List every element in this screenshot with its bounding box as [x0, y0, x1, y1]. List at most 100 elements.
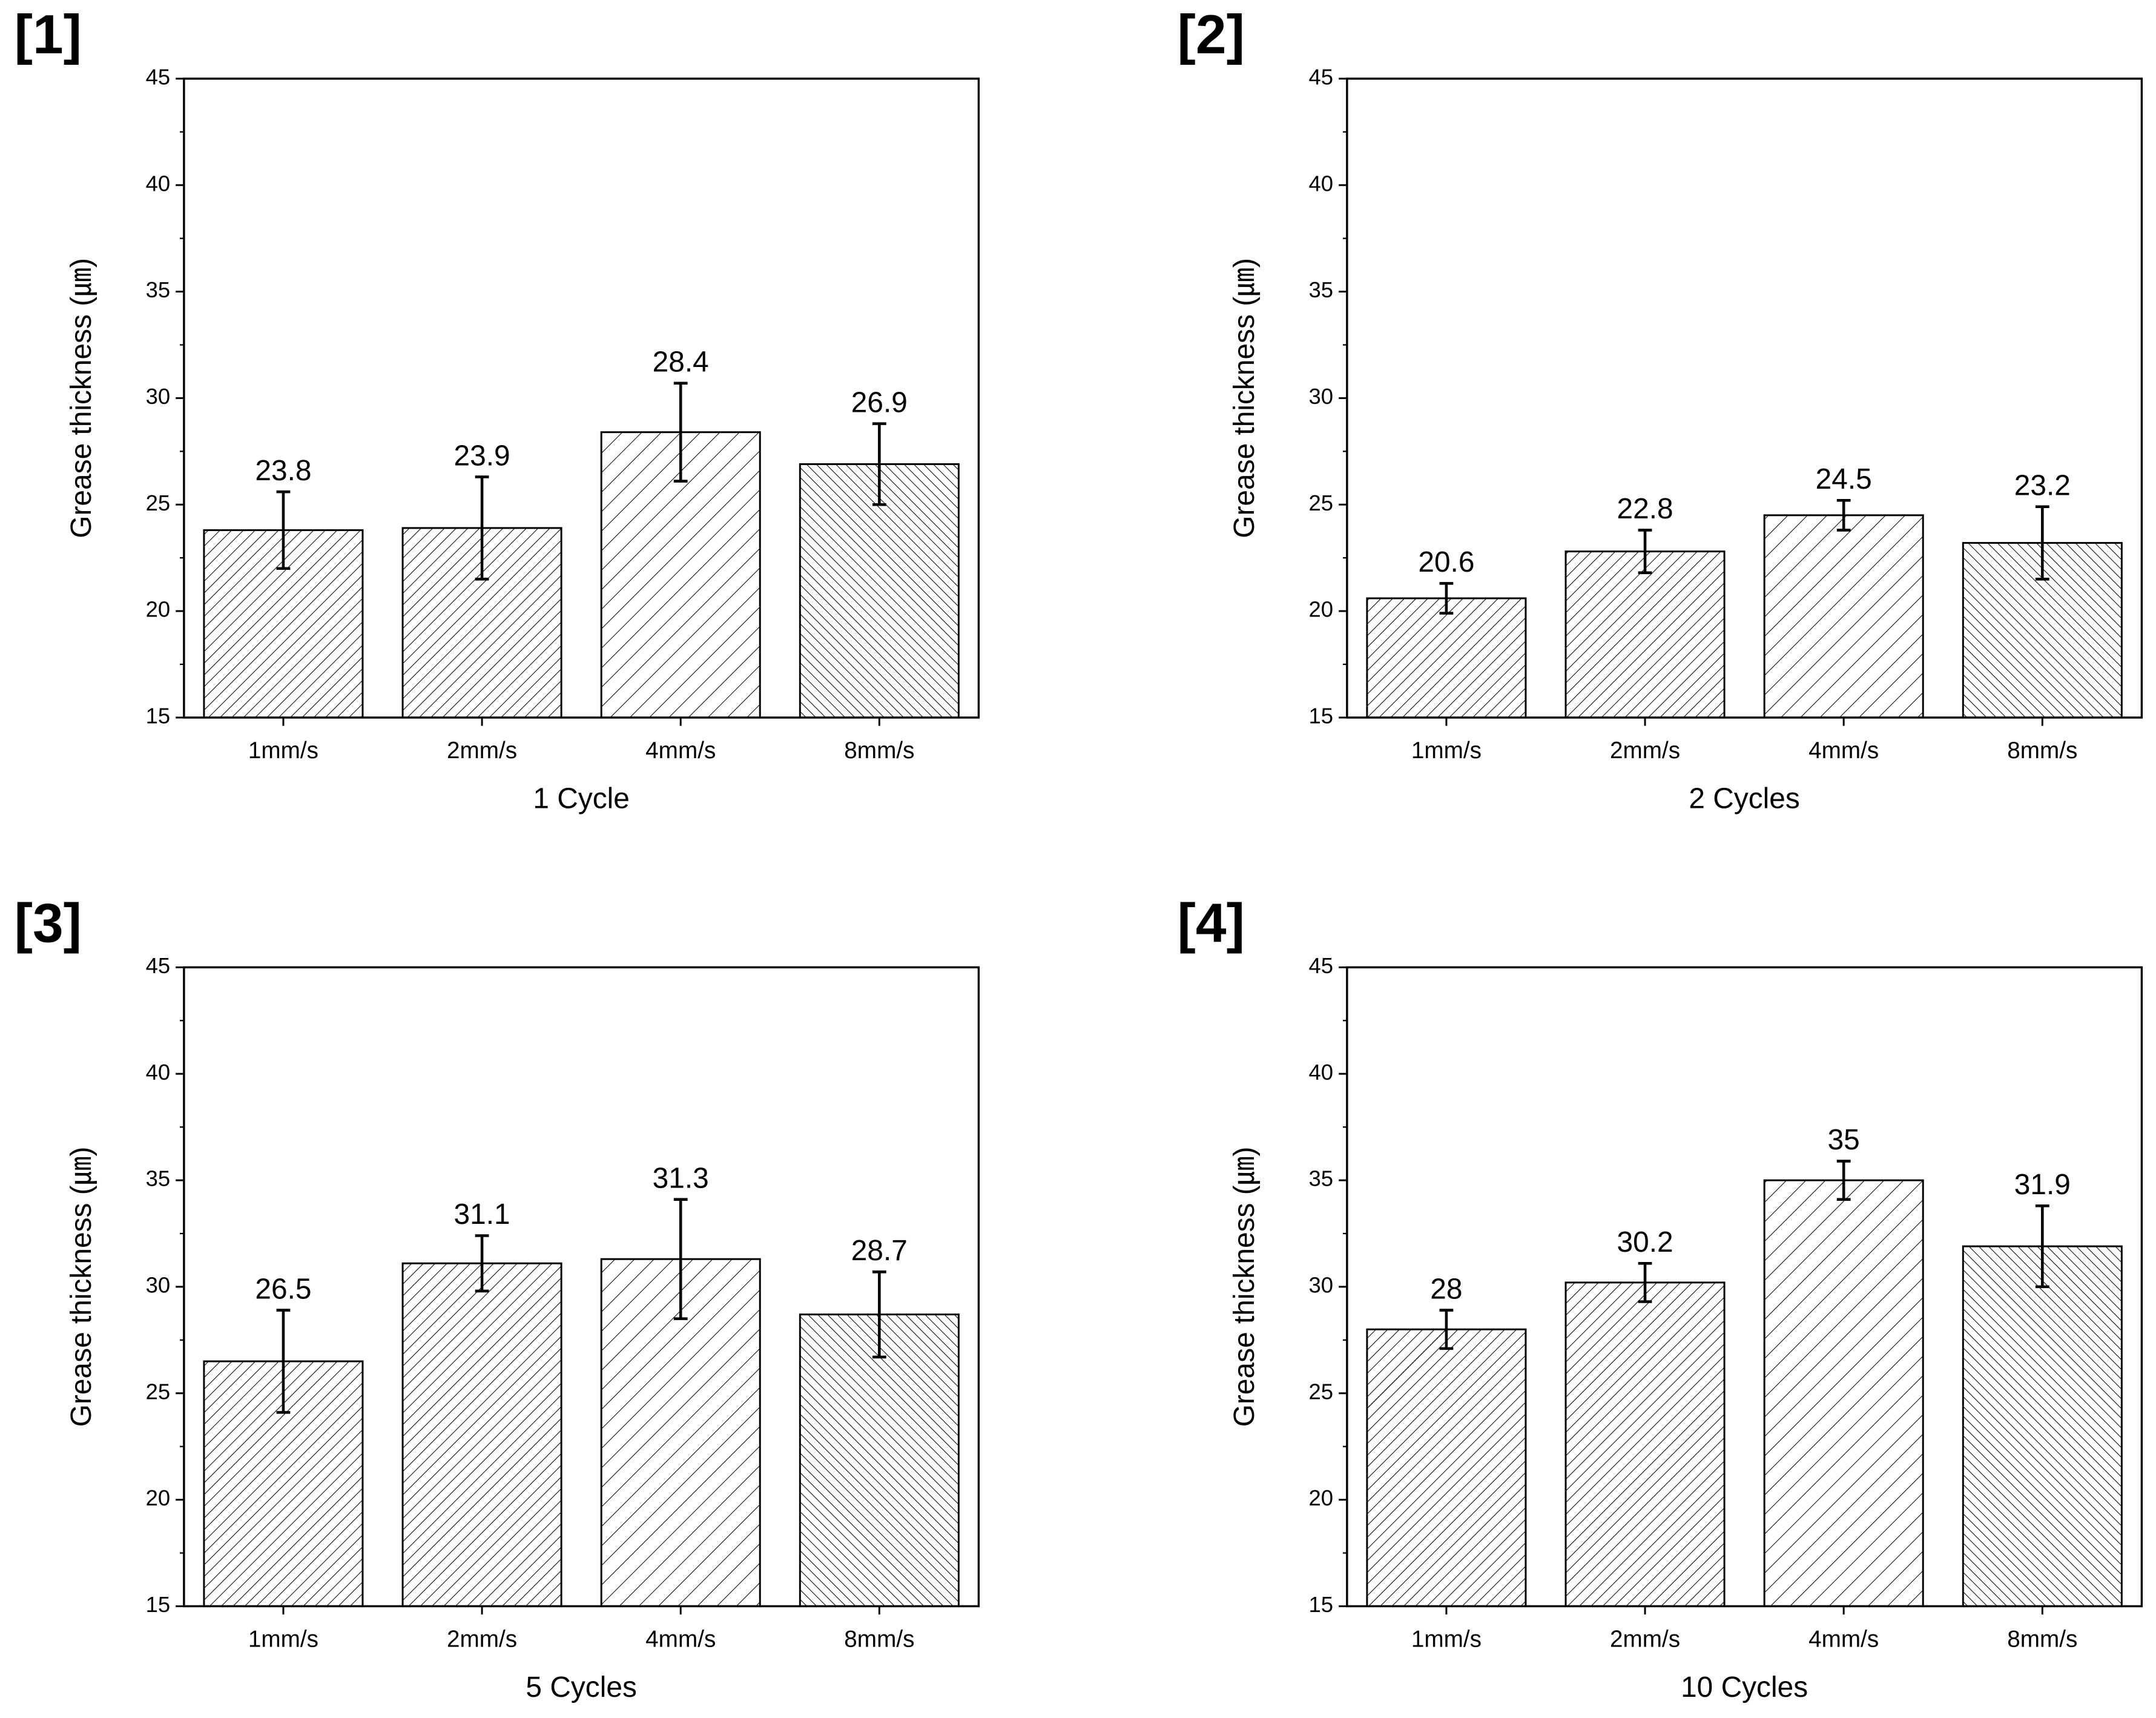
- value-label: 31.1: [454, 1198, 510, 1231]
- y-tick-label: 30: [1309, 384, 1334, 409]
- y-tick-label: 30: [1309, 1273, 1334, 1298]
- value-label: 31.3: [653, 1162, 709, 1194]
- x-tick-label: 2mm/s: [1610, 1627, 1680, 1653]
- x-axis-label: 5 Cycles: [526, 1671, 636, 1703]
- bar: [1962, 1245, 2123, 1607]
- value-label: 24.5: [1816, 463, 1872, 495]
- y-tick-label: 45: [1309, 953, 1334, 978]
- x-tick-label: 8mm/s: [844, 738, 914, 764]
- y-axis-label: Grease thickness (㎛): [1228, 258, 1261, 538]
- y-tick-label: 15: [146, 1592, 171, 1617]
- x-axis-label: 2 Cycles: [1689, 782, 1799, 814]
- value-label: 23.8: [255, 455, 311, 487]
- error-bar: [1836, 1160, 1851, 1201]
- error-bar: [1638, 1261, 1652, 1303]
- y-tick-label: 35: [146, 277, 171, 302]
- value-label: 31.9: [2014, 1169, 2071, 1201]
- x-axis-label: 1 Cycle: [533, 782, 630, 814]
- value-label: 28.7: [851, 1235, 908, 1267]
- x-tick-label: 4mm/s: [1808, 738, 1879, 764]
- value-label: 35: [1828, 1124, 1860, 1156]
- x-tick-label: 1mm/s: [248, 1627, 318, 1653]
- error-bar: [673, 382, 688, 483]
- x-tick-label: 2mm/s: [447, 1627, 517, 1653]
- value-label: 28.4: [653, 346, 709, 378]
- y-tick-label: 40: [146, 1060, 171, 1085]
- x-tick-label: 1mm/s: [1411, 738, 1482, 764]
- value-label: 30.2: [1617, 1226, 1673, 1258]
- error-bar: [1439, 582, 1454, 615]
- bar: [1564, 1281, 1726, 1607]
- error-bar: [2035, 1204, 2049, 1289]
- error-bar: [276, 490, 291, 570]
- y-tick-label: 25: [1309, 1379, 1334, 1404]
- x-tick-label: 4mm/s: [1808, 1627, 1879, 1653]
- y-axis-label: Grease thickness (㎛): [65, 258, 97, 538]
- x-tick-label: 2mm/s: [447, 738, 517, 764]
- x-tick-label: 1mm/s: [248, 738, 318, 764]
- y-tick-label: 30: [146, 1273, 171, 1298]
- value-label: 23.2: [2014, 470, 2071, 502]
- y-axis-label: Grease thickness (㎛): [1228, 1147, 1261, 1427]
- bar: [401, 1262, 562, 1607]
- plot-frame: [1346, 78, 2143, 719]
- value-label: 22.8: [1617, 493, 1673, 525]
- panel-label: [2]: [1178, 4, 1245, 65]
- y-tick-label: 40: [1309, 1060, 1334, 1085]
- bar: [1763, 1179, 1924, 1607]
- y-tick-label: 30: [146, 384, 171, 409]
- error-bar: [276, 1309, 291, 1414]
- error-bar: [475, 475, 489, 581]
- error-bar: [1439, 1309, 1454, 1350]
- panel-label: [1]: [15, 4, 82, 65]
- error-bar: [1638, 529, 1652, 575]
- y-tick-label: 15: [146, 704, 171, 728]
- y-tick-label: 45: [146, 953, 171, 978]
- error-bar: [475, 1234, 489, 1293]
- x-tick-label: 1mm/s: [1411, 1627, 1482, 1653]
- value-label: 28: [1430, 1273, 1462, 1305]
- bar: [1366, 1328, 1527, 1607]
- panel-label: [3]: [15, 892, 82, 954]
- x-tick-label: 4mm/s: [645, 1627, 716, 1653]
- y-tick-label: 20: [146, 597, 171, 622]
- x-axis-label: 10 Cycles: [1681, 1671, 1808, 1703]
- bar: [1366, 597, 1527, 719]
- bar: [1564, 550, 1726, 719]
- x-tick-label: 8mm/s: [2007, 738, 2077, 764]
- y-tick-label: 35: [1309, 1166, 1334, 1191]
- value-label: 26.5: [255, 1273, 311, 1305]
- error-bar: [872, 1270, 886, 1359]
- y-tick-label: 45: [146, 65, 171, 90]
- plot-frame: [183, 966, 980, 1608]
- x-tick-label: 2mm/s: [1610, 738, 1680, 764]
- x-tick-label: 8mm/s: [2007, 1627, 2077, 1653]
- y-tick-label: 35: [1309, 277, 1334, 302]
- value-label: 20.6: [1418, 546, 1474, 578]
- value-label: 26.9: [851, 386, 908, 418]
- error-bar: [872, 422, 886, 506]
- x-tick-label: 4mm/s: [645, 738, 716, 764]
- y-tick-label: 15: [1309, 704, 1334, 728]
- y-axis-label: Grease thickness (㎛): [65, 1147, 97, 1427]
- panel-label: [4]: [1178, 892, 1245, 954]
- y-tick-label: 25: [1309, 491, 1334, 515]
- y-tick-label: 20: [1309, 597, 1334, 622]
- y-tick-label: 45: [1309, 65, 1334, 90]
- y-tick-label: 25: [146, 491, 171, 515]
- error-bar: [2035, 505, 2049, 581]
- y-tick-label: 40: [146, 171, 171, 196]
- y-tick-label: 15: [1309, 1592, 1334, 1617]
- y-tick-label: 25: [146, 1379, 171, 1404]
- y-tick-label: 40: [1309, 171, 1334, 196]
- error-bar: [1836, 498, 1851, 532]
- plot-frame: [183, 78, 980, 719]
- y-tick-label: 35: [146, 1166, 171, 1191]
- x-tick-label: 8mm/s: [844, 1627, 914, 1653]
- bar: [1763, 514, 1924, 719]
- value-label: 23.9: [454, 440, 510, 472]
- error-bar: [673, 1198, 688, 1320]
- y-tick-label: 20: [146, 1485, 171, 1510]
